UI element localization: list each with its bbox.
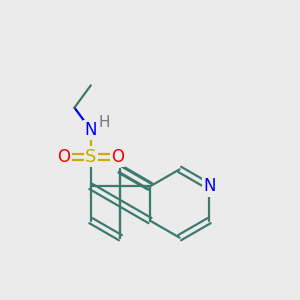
Text: S: S [85, 148, 97, 166]
Text: O: O [58, 148, 70, 166]
Text: N: N [85, 121, 97, 139]
Text: H: H [98, 115, 110, 130]
Text: O: O [111, 148, 124, 166]
Text: N: N [203, 177, 215, 195]
